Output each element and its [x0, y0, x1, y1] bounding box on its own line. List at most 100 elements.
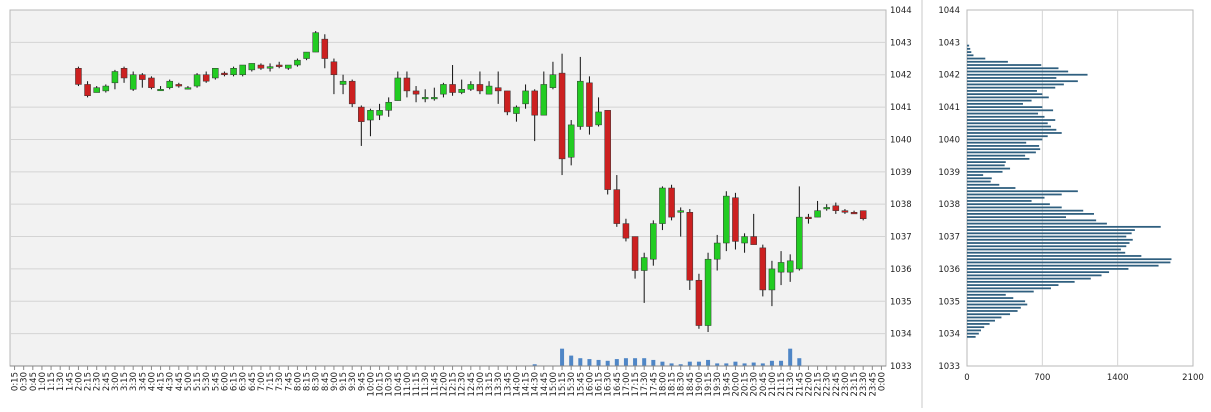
- candle-body: [111, 71, 119, 84]
- profile-bar: [967, 64, 1042, 66]
- volume-bar: [678, 364, 683, 366]
- candle-body: [850, 212, 858, 215]
- profile-bar: [967, 245, 1127, 248]
- profile-bar: [967, 157, 1030, 160]
- candle-body: [823, 207, 830, 210]
- candle-body: [695, 279, 703, 326]
- x-tick-label: 21:00: [768, 372, 778, 397]
- profile-bar: [967, 235, 1127, 238]
- x-tick-label: 23:45: [868, 372, 878, 397]
- profile-bar: [967, 57, 986, 60]
- x-tick-label: 5:30: [202, 372, 212, 391]
- profile-bar: [967, 209, 1084, 212]
- volume-bar: [569, 355, 574, 366]
- profile-y-tick-label: 1044: [938, 6, 960, 16]
- volume-bar: [760, 363, 765, 366]
- candle-body: [531, 90, 538, 116]
- x-tick-label: 17:30: [640, 372, 650, 397]
- profile-bar: [967, 222, 1107, 225]
- profile-bar: [967, 277, 1091, 280]
- candle-body: [768, 268, 776, 291]
- x-tick-label: 4:00: [147, 372, 157, 391]
- profile-bar: [967, 284, 1059, 286]
- x-tick-label: 10:45: [394, 372, 404, 397]
- candle-body: [275, 64, 283, 67]
- x-tick-label: 6:15: [230, 372, 240, 391]
- candle-body: [449, 84, 456, 93]
- volume-bar: [779, 360, 784, 366]
- profile-bar: [967, 122, 1048, 125]
- profile-bar: [967, 80, 1078, 83]
- x-tick-label: 15:30: [567, 372, 577, 397]
- profile-x-tick-label: 1400: [1107, 373, 1129, 383]
- volume-bar: [596, 359, 601, 366]
- x-tick-label: 1:30: [56, 372, 66, 391]
- candle-body: [558, 72, 566, 160]
- profile-bar: [967, 287, 1051, 290]
- candle-body: [367, 110, 374, 121]
- profile-bar: [967, 268, 1129, 270]
- profile-bar: [967, 86, 1056, 89]
- candle-body: [175, 84, 183, 87]
- x-tick-label: 14:15: [522, 372, 532, 397]
- candle-body: [704, 258, 712, 326]
- profile-bar: [967, 93, 1043, 96]
- candle-body: [330, 61, 338, 75]
- x-tick-label: 3:15: [120, 372, 130, 391]
- volume-bar: [751, 362, 756, 366]
- candle-body: [202, 74, 210, 82]
- volume-bar: [696, 361, 701, 366]
- x-tick-label: 7:30: [275, 372, 285, 391]
- x-tick-label: 2:15: [84, 372, 94, 391]
- profile-y-tick-label: 1034: [938, 330, 960, 340]
- profile-bar: [967, 200, 1032, 202]
- volume-bar: [724, 363, 729, 366]
- candle-body: [339, 80, 347, 85]
- profile-y-tick-label: 1042: [938, 71, 960, 81]
- x-tick-label: 14:30: [531, 372, 541, 397]
- candle-body: [732, 197, 739, 242]
- candle-body: [120, 68, 128, 79]
- y-tick-label: 1038: [890, 200, 912, 210]
- profile-bar: [967, 213, 1094, 215]
- x-tick-label: 13:30: [494, 372, 504, 397]
- profile-y-tick-label: 1035: [938, 297, 960, 307]
- x-tick-label: 8:00: [293, 372, 303, 391]
- volume-bar: [733, 361, 738, 366]
- x-tick-label: 19:15: [704, 372, 714, 397]
- profile-bar: [967, 264, 1159, 267]
- profile-bar: [967, 313, 1011, 316]
- candle-body: [157, 89, 164, 92]
- candle-body: [522, 90, 529, 105]
- x-tick-label: 15:45: [576, 372, 586, 397]
- candle-body: [567, 124, 575, 158]
- profile-bar: [967, 73, 1088, 76]
- x-tick-label: 20:15: [741, 372, 751, 397]
- volume-bar: [660, 361, 665, 366]
- candle-body: [376, 110, 383, 116]
- x-tick-label: 16:30: [604, 372, 614, 397]
- x-tick-label: 22:30: [823, 372, 833, 397]
- x-tick-label: 16:45: [613, 372, 623, 397]
- y-tick-label: 1042: [890, 71, 912, 81]
- x-tick-label: 0:30: [20, 372, 30, 391]
- profile-bar: [967, 274, 1102, 277]
- x-tick-label: 4:45: [175, 372, 185, 391]
- candle-body: [504, 90, 511, 113]
- x-tick-label: 10:15: [376, 372, 386, 397]
- profile-bar: [967, 106, 1043, 108]
- x-tick-label: 7:45: [284, 372, 294, 391]
- candle-body: [294, 59, 301, 66]
- y-tick-label: 1033: [890, 362, 912, 372]
- x-tick-label: 3:45: [138, 372, 148, 391]
- profile-bar: [967, 67, 1059, 70]
- candle-body: [230, 68, 237, 75]
- profile-bar: [967, 102, 1023, 105]
- x-tick-label: 23:00: [841, 372, 851, 397]
- y-tick-label: 1037: [890, 233, 912, 243]
- profile-bar: [967, 90, 1037, 92]
- profile-bar: [967, 271, 1110, 274]
- profile-bar: [967, 154, 1026, 157]
- candle-body: [166, 80, 173, 88]
- x-tick-label: 17:00: [622, 372, 632, 397]
